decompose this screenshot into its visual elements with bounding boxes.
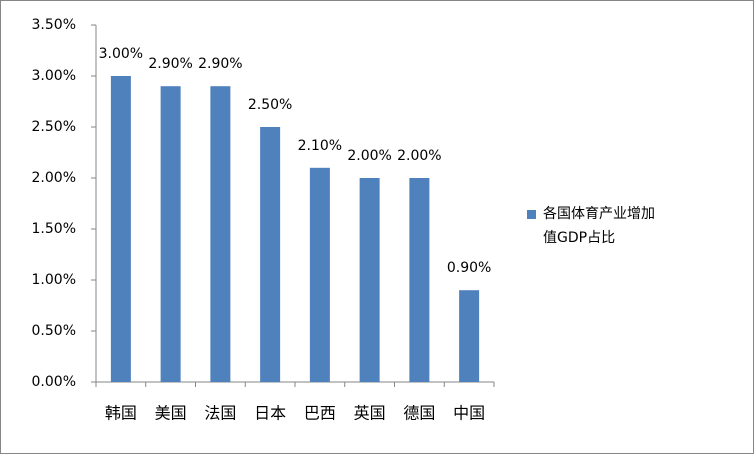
bar — [359, 178, 380, 382]
y-tick-label: 3.00% — [32, 68, 76, 84]
x-tick-label: 巴西 — [304, 404, 336, 423]
x-tick-label: 中国 — [453, 404, 485, 423]
data-label: 3.00% — [99, 46, 143, 62]
legend-swatch — [527, 210, 536, 219]
y-tick-label: 3.50% — [32, 17, 76, 33]
x-tick-label: 德国 — [403, 404, 435, 423]
y-tick-label: 2.50% — [32, 119, 76, 135]
y-tick-label: 1.50% — [32, 221, 76, 237]
x-tick-label: 英国 — [354, 404, 386, 423]
data-label: 2.00% — [347, 148, 391, 164]
x-tick-label: 法国 — [204, 404, 236, 423]
y-tick-label: 1.00% — [32, 272, 76, 288]
bar — [160, 86, 181, 382]
data-label: 2.10% — [298, 138, 342, 154]
legend: 各国体育产业增加值GDP占比 — [527, 202, 667, 250]
y-tick-label: 2.00% — [32, 170, 76, 186]
bar — [260, 127, 281, 382]
bar — [110, 76, 131, 382]
data-label: 0.90% — [447, 260, 491, 276]
y-tick-label: 0.50% — [32, 323, 76, 339]
data-label: 2.90% — [198, 56, 242, 72]
bar — [409, 178, 430, 382]
y-tick-label: 0.00% — [32, 374, 76, 390]
x-tick-label: 日本 — [254, 404, 286, 423]
bar — [309, 167, 330, 382]
data-label: 2.90% — [148, 56, 192, 72]
x-tick-label: 韩国 — [105, 404, 137, 423]
x-tick-label: 美国 — [155, 404, 187, 423]
bar — [459, 290, 480, 382]
legend-label: 各国体育产业增加值GDP占比 — [543, 206, 655, 246]
bar — [210, 86, 231, 382]
data-label: 2.50% — [248, 97, 292, 113]
data-label: 2.00% — [397, 148, 441, 164]
